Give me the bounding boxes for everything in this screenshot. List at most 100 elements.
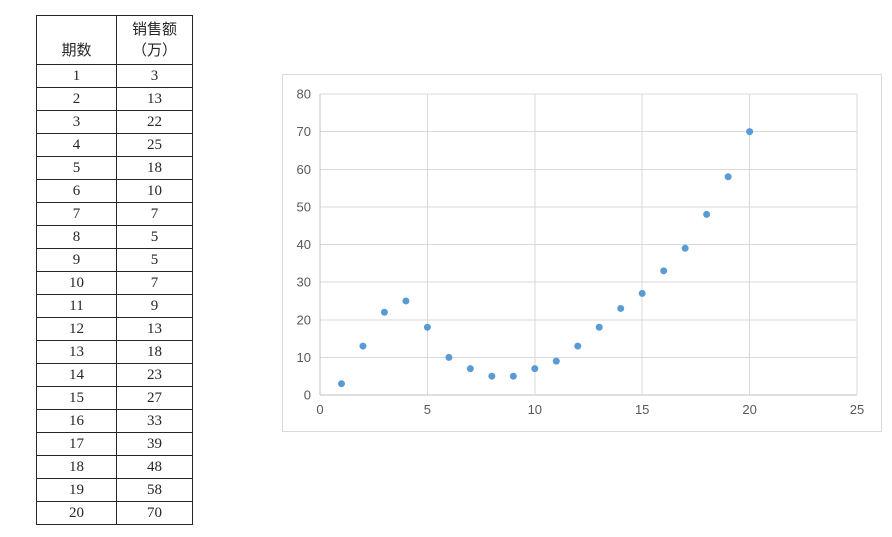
data-point[interactable] <box>466 365 474 373</box>
sales-cell[interactable]: 5 <box>116 248 193 272</box>
table-row: 5 18 <box>36 156 193 180</box>
period-cell[interactable]: 2 <box>36 87 117 111</box>
sales-cell[interactable]: 23 <box>116 363 193 387</box>
data-point[interactable] <box>617 304 625 312</box>
period-cell[interactable]: 17 <box>36 432 117 456</box>
sales-cell[interactable]: 25 <box>116 133 193 157</box>
table-row: 13 18 <box>36 340 193 364</box>
y-tick-label: 30 <box>297 275 311 290</box>
data-point[interactable] <box>380 308 388 316</box>
sales-table: 期数 销售额 （万） 1 3 2 13 3 22 4 25 5 18 6 10 7 7 8 5 9 5 10 7 11 9… <box>36 15 193 525</box>
x-tick-label: 25 <box>850 402 864 417</box>
period-cell[interactable]: 1 <box>36 64 117 88</box>
sales-cell[interactable]: 48 <box>116 455 193 479</box>
period-cell[interactable]: 5 <box>36 156 117 180</box>
scatter-chart[interactable]: 0 10 20 30 40 50 60 70 80 0 5 10 15 20 25 <box>282 74 882 432</box>
data-point[interactable] <box>488 372 496 380</box>
sales-cell[interactable]: 18 <box>116 156 193 180</box>
table-row: 6 10 <box>36 179 193 203</box>
period-cell[interactable]: 10 <box>36 271 117 295</box>
period-cell[interactable]: 14 <box>36 363 117 387</box>
y-tick-label: 80 <box>297 87 311 102</box>
data-point[interactable] <box>724 173 732 181</box>
sales-header: 销售额 （万） <box>116 15 193 65</box>
sales-cell[interactable]: 70 <box>116 501 193 525</box>
table-row: 3 22 <box>36 110 193 134</box>
table-row: 11 9 <box>36 294 193 318</box>
x-tick-label: 15 <box>635 402 649 417</box>
table-row: 20 70 <box>36 501 193 525</box>
data-point[interactable] <box>703 210 711 218</box>
period-cell[interactable]: 7 <box>36 202 117 226</box>
table-row: 2 13 <box>36 87 193 111</box>
x-tick-label: 10 <box>528 402 542 417</box>
sales-cell[interactable]: 27 <box>116 386 193 410</box>
table-row: 17 39 <box>36 432 193 456</box>
data-point[interactable] <box>509 372 517 380</box>
period-cell[interactable]: 20 <box>36 501 117 525</box>
sales-cell[interactable]: 13 <box>116 87 193 111</box>
sales-cell[interactable]: 5 <box>116 225 193 249</box>
sales-cell[interactable]: 33 <box>116 409 193 433</box>
table-row: 12 13 <box>36 317 193 341</box>
period-cell[interactable]: 13 <box>36 340 117 364</box>
sales-cell[interactable]: 58 <box>116 478 193 502</box>
sales-table-body: 1 3 2 13 3 22 4 25 5 18 6 10 7 7 8 5 9 5 10 7 11 9 12 13 13 18 14 2… <box>36 64 193 525</box>
data-point[interactable] <box>531 365 539 373</box>
table-row: 10 7 <box>36 271 193 295</box>
period-cell[interactable]: 18 <box>36 455 117 479</box>
y-tick-label: 40 <box>297 237 311 252</box>
y-tick-label: 60 <box>297 162 311 177</box>
period-cell[interactable]: 11 <box>36 294 117 318</box>
sales-cell[interactable]: 7 <box>116 202 193 226</box>
sales-cell[interactable]: 7 <box>116 271 193 295</box>
period-cell[interactable]: 19 <box>36 478 117 502</box>
period-cell[interactable]: 9 <box>36 248 117 272</box>
period-cell[interactable]: 3 <box>36 110 117 134</box>
x-tick-label: 20 <box>742 402 756 417</box>
y-tick-label: 0 <box>304 388 311 403</box>
sales-cell[interactable]: 22 <box>116 110 193 134</box>
data-point[interactable] <box>638 289 646 297</box>
data-point[interactable] <box>552 357 560 365</box>
scatter-chart-svg: 0 10 20 30 40 50 60 70 80 0 5 10 15 20 25 <box>297 87 865 418</box>
table-header-row: 期数 销售额 （万） <box>36 15 193 65</box>
x-tick-label: 5 <box>424 402 431 417</box>
table-row: 14 23 <box>36 363 193 387</box>
y-tick-label: 50 <box>297 199 311 214</box>
table-row: 18 48 <box>36 455 193 479</box>
y-tick-label: 10 <box>297 350 311 365</box>
table-row: 19 58 <box>36 478 193 502</box>
data-point[interactable] <box>574 342 582 350</box>
data-point[interactable] <box>337 380 345 388</box>
y-tick-label: 70 <box>297 124 311 139</box>
sales-cell[interactable]: 39 <box>116 432 193 456</box>
period-cell[interactable]: 6 <box>36 179 117 203</box>
x-tick-label: 0 <box>316 402 323 417</box>
period-cell[interactable]: 4 <box>36 133 117 157</box>
y-tick-label: 20 <box>297 312 311 327</box>
data-point[interactable] <box>595 323 603 331</box>
sales-cell[interactable]: 3 <box>116 64 193 88</box>
table-row: 15 27 <box>36 386 193 410</box>
period-cell[interactable]: 16 <box>36 409 117 433</box>
sales-cell[interactable]: 18 <box>116 340 193 364</box>
sales-cell[interactable]: 13 <box>116 317 193 341</box>
period-cell[interactable]: 8 <box>36 225 117 249</box>
period-cell[interactable]: 15 <box>36 386 117 410</box>
data-point[interactable] <box>445 353 453 361</box>
data-point[interactable] <box>402 297 410 305</box>
sales-cell[interactable]: 10 <box>116 179 193 203</box>
data-point[interactable] <box>359 342 367 350</box>
period-cell[interactable]: 12 <box>36 317 117 341</box>
data-point[interactable] <box>681 244 689 252</box>
data-point[interactable] <box>423 323 431 331</box>
table-row: 4 25 <box>36 133 193 157</box>
data-point[interactable] <box>746 128 754 136</box>
sales-cell[interactable]: 9 <box>116 294 193 318</box>
table-row: 16 33 <box>36 409 193 433</box>
data-point[interactable] <box>660 267 668 275</box>
